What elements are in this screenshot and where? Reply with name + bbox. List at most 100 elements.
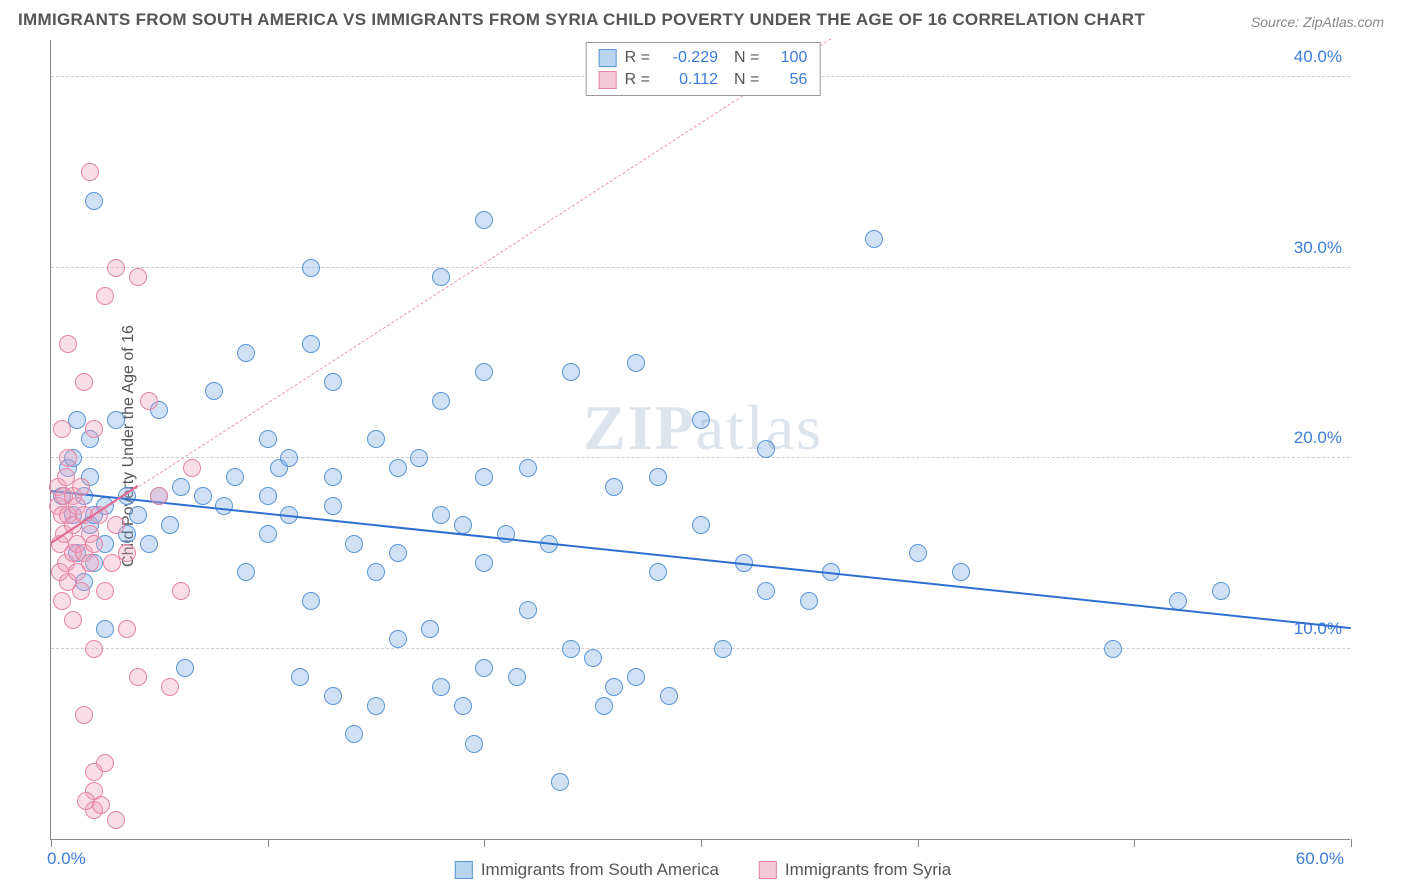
scatter-point [649,468,667,486]
scatter-point [280,449,298,467]
scatter-point [757,440,775,458]
bottom-legend: Immigrants from South America Immigrants … [455,860,951,880]
scatter-point [324,687,342,705]
scatter-point [389,630,407,648]
scatter-point [714,640,732,658]
stat-n-label: N = [734,49,759,67]
scatter-point [345,535,363,553]
scatter-point [53,592,71,610]
scatter-point [72,478,90,496]
scatter-point [410,449,428,467]
scatter-point [605,678,623,696]
scatter-point [519,459,537,477]
scatter-point [176,659,194,677]
scatter-point [584,649,602,667]
legend-stats-row: R =0.112N =56 [599,69,808,91]
x-tick [51,839,52,847]
gridline-h [51,648,1350,649]
plot-area: 10.0%20.0%30.0%40.0%0.0%60.0% [50,40,1350,840]
scatter-point [237,563,255,581]
scatter-point [345,725,363,743]
scatter-point [1212,582,1230,600]
trend-line [51,490,1351,629]
scatter-point [595,697,613,715]
scatter-point [81,554,99,572]
gridline-h [51,457,1350,458]
source-label: Source: ZipAtlas.com [1251,14,1384,30]
scatter-point [389,459,407,477]
scatter-point [129,268,147,286]
trend-line [51,38,832,544]
x-tick-label-max: 60.0% [1296,849,1344,869]
scatter-point [692,516,710,534]
legend-swatch [455,861,473,879]
scatter-point [367,563,385,581]
scatter-point [68,411,86,429]
scatter-point [551,773,569,791]
scatter-point [85,535,103,553]
scatter-point [692,411,710,429]
legend-swatch [599,49,617,67]
scatter-point [118,620,136,638]
stat-n-value: 56 [767,71,807,89]
scatter-point [107,516,125,534]
scatter-point [81,163,99,181]
scatter-point [259,430,277,448]
scatter-point [259,487,277,505]
scatter-point [302,592,320,610]
scatter-point [302,335,320,353]
scatter-point [129,506,147,524]
scatter-point [107,811,125,829]
scatter-point [605,478,623,496]
scatter-point [432,506,450,524]
gridline-h [51,267,1350,268]
x-tick [268,839,269,847]
bottom-legend-item: Immigrants from South America [455,860,719,880]
scatter-point [140,392,158,410]
scatter-point [205,382,223,400]
legend-label: Immigrants from Syria [785,860,951,880]
scatter-point [59,335,77,353]
scatter-point [96,582,114,600]
x-tick [1351,839,1352,847]
stat-r-value: 0.112 [658,71,718,89]
scatter-point [53,420,71,438]
stat-r-value: -0.229 [658,49,718,67]
scatter-point [421,620,439,638]
scatter-point [150,487,168,505]
scatter-point [454,516,472,534]
scatter-point [627,668,645,686]
scatter-point [389,544,407,562]
scatter-point [259,525,277,543]
scatter-point [757,582,775,600]
scatter-point [96,287,114,305]
scatter-point [454,697,472,715]
scatter-point [183,459,201,477]
scatter-point [324,497,342,515]
scatter-point [226,468,244,486]
chart-title: IMMIGRANTS FROM SOUTH AMERICA VS IMMIGRA… [18,10,1145,30]
stat-n-value: 100 [767,49,807,67]
scatter-point [118,544,136,562]
scatter-point [800,592,818,610]
stat-r-label: R = [625,49,650,67]
scatter-point [508,668,526,686]
scatter-point [562,640,580,658]
scatter-point [129,668,147,686]
x-tick-label-min: 0.0% [47,849,86,869]
scatter-point [85,420,103,438]
scatter-point [952,563,970,581]
scatter-point [75,373,93,391]
scatter-point [161,678,179,696]
scatter-point [85,763,103,781]
scatter-point [627,354,645,372]
scatter-point [302,259,320,277]
scatter-point [324,373,342,391]
scatter-point [291,668,309,686]
scatter-point [96,620,114,638]
y-tick-label: 30.0% [1294,238,1342,258]
x-tick [1134,839,1135,847]
scatter-point [475,468,493,486]
legend-label: Immigrants from South America [481,860,719,880]
scatter-point [475,659,493,677]
